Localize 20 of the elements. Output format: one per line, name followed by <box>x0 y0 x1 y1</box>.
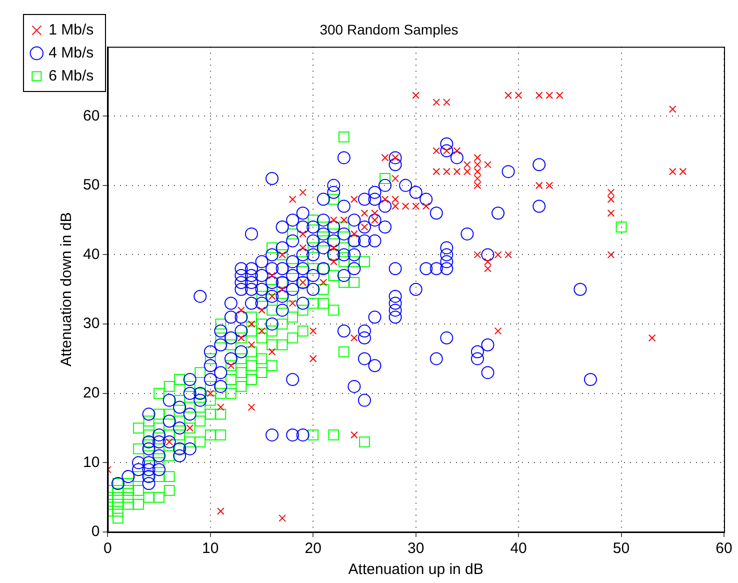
x-tick-label: 50 <box>612 540 630 558</box>
x-tick-label: 0 <box>104 540 112 558</box>
y-tick-label: 20 <box>82 384 100 402</box>
x-tick-label: 40 <box>510 540 527 558</box>
x-tick-label: 20 <box>304 540 322 558</box>
legend-label: 4 Mb/s <box>48 44 94 62</box>
y-tick-label: 0 <box>91 523 100 540</box>
x-tick-label: 30 <box>408 540 424 558</box>
x-tick-label: 60 <box>716 540 732 558</box>
y-tick-label: 30 <box>82 315 100 332</box>
chart-title: 300 Random Samples <box>320 21 458 38</box>
y-tick-label: 60 <box>82 107 100 124</box>
y-tick-label: 40 <box>82 246 100 263</box>
y-axis-title: Attenuation down in dB <box>58 212 76 367</box>
y-tick-label: 10 <box>82 454 100 471</box>
legend-label: 1 Mb/s <box>48 21 94 38</box>
x-axis-title: Attenuation up in dB <box>348 561 484 578</box>
legend-label: 6 Mb/s <box>48 67 94 84</box>
x-tick-label: 10 <box>202 540 219 558</box>
y-tick-label: 50 <box>82 176 100 194</box>
